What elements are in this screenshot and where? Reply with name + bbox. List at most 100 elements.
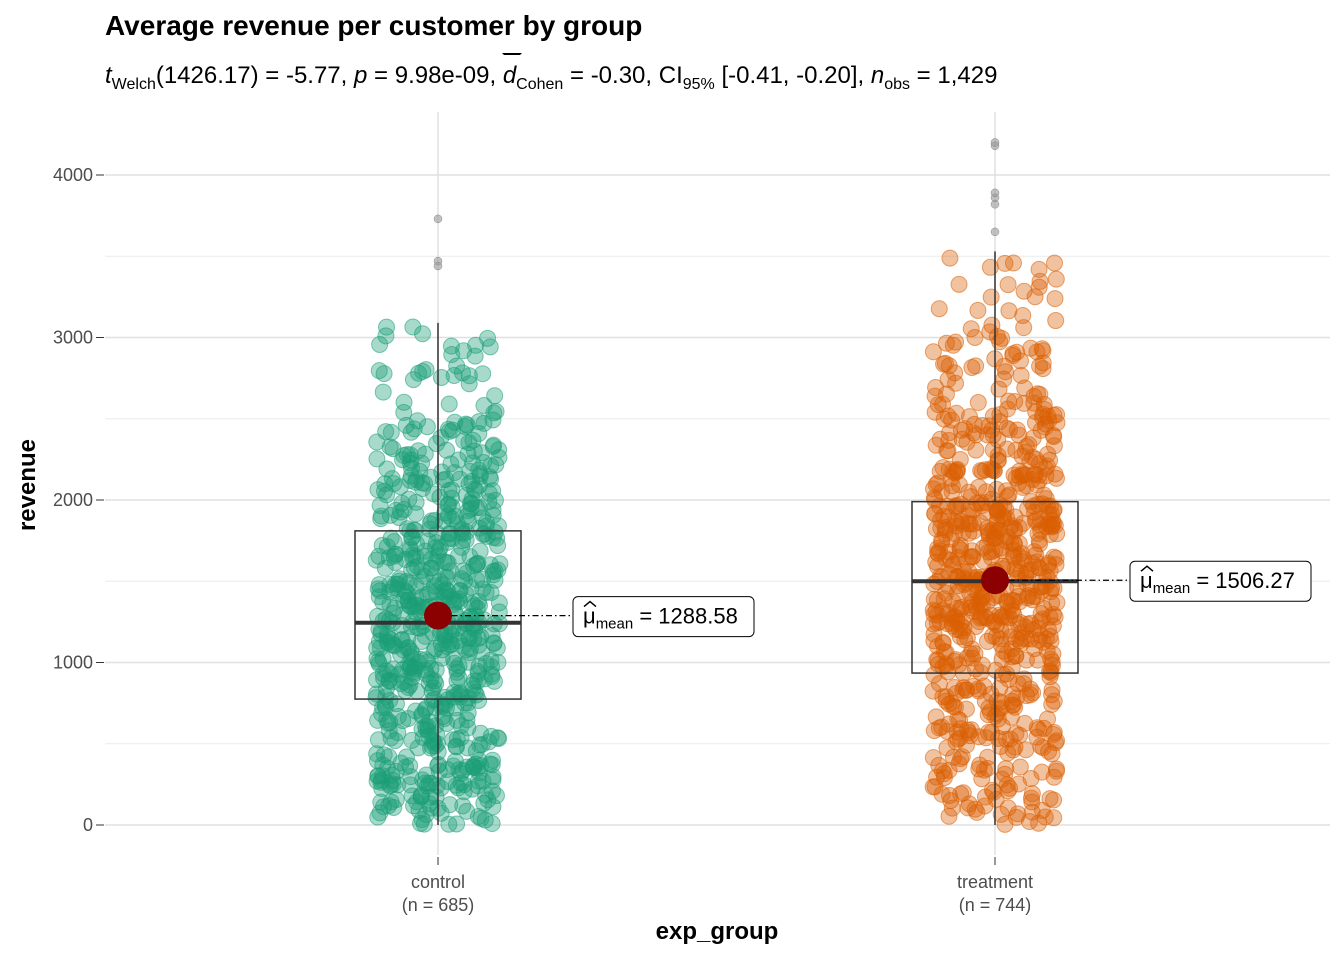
- data-point: [402, 768, 420, 786]
- data-point: [930, 300, 948, 318]
- data-point: [374, 767, 392, 785]
- data-point: [372, 793, 390, 811]
- data-point: [445, 464, 463, 482]
- data-point: [937, 688, 955, 706]
- data-point: [401, 541, 419, 559]
- data-point: [469, 807, 487, 825]
- data-point: [402, 642, 420, 660]
- data-point: [1040, 506, 1058, 524]
- data-point: [1047, 469, 1065, 487]
- data-point: [452, 774, 470, 792]
- data-point: [470, 657, 488, 675]
- data-point: [378, 460, 396, 478]
- data-point: [957, 736, 975, 754]
- data-point: [964, 515, 982, 533]
- data-point: [974, 539, 992, 557]
- data-point: [925, 666, 943, 684]
- data-point: [404, 371, 422, 389]
- data-point: [926, 778, 944, 796]
- d-value: -0.30: [590, 62, 646, 89]
- data-point: [432, 804, 450, 822]
- data-point: [939, 663, 957, 681]
- data-point: [1044, 617, 1062, 635]
- data-point: [1028, 385, 1046, 403]
- data-point: [461, 462, 479, 480]
- data-point: [930, 719, 948, 737]
- data-point: [998, 645, 1016, 663]
- data-point: [998, 440, 1016, 458]
- data-point: [976, 788, 994, 806]
- data-point: [1048, 594, 1066, 612]
- data-point: [370, 362, 388, 380]
- data-point: [975, 761, 993, 779]
- data-point: [1030, 260, 1048, 278]
- data-point: [977, 729, 995, 747]
- data-point: [380, 672, 398, 690]
- data-point: [432, 368, 450, 386]
- data-point: [970, 728, 988, 746]
- data-point: [369, 767, 387, 785]
- x-tick-n-label: (n = 685): [402, 895, 475, 915]
- data-point: [468, 555, 486, 573]
- data-point: [1011, 631, 1029, 649]
- data-point: [488, 639, 506, 657]
- p-value: 9.98e-09: [394, 62, 490, 89]
- data-point: [370, 576, 388, 594]
- data-point: [952, 785, 970, 803]
- data-point: [962, 320, 980, 338]
- data-point: [982, 460, 1000, 478]
- outlier-point: [433, 214, 443, 224]
- data-point: [381, 506, 399, 524]
- data-point: [992, 608, 1010, 626]
- data-point: [967, 441, 985, 459]
- data-point: [489, 517, 507, 535]
- data-point: [927, 520, 945, 538]
- data-point: [1043, 681, 1061, 699]
- data-point: [996, 815, 1014, 833]
- outlier-point: [433, 261, 443, 271]
- ci-label: CI: [658, 62, 683, 89]
- mean-point: [424, 601, 452, 630]
- data-point: [927, 708, 945, 726]
- data-point: [1017, 651, 1035, 669]
- data-point: [486, 571, 504, 589]
- data-point: [470, 636, 488, 654]
- data-point: [976, 608, 994, 626]
- data-point: [455, 783, 473, 801]
- mean-label: μmean = 1506.27: [1140, 568, 1295, 597]
- data-point: [999, 744, 1017, 762]
- data-point: [1025, 503, 1043, 521]
- chart-subtitle: tWelch(1426.17) = -5.77, p = 9.98e-09, d…: [105, 62, 998, 93]
- data-point: [1012, 552, 1030, 570]
- t-value: -5.77: [285, 62, 341, 89]
- n-sub: obs: [884, 76, 911, 93]
- data-point: [998, 776, 1016, 794]
- data-point: [1027, 588, 1045, 606]
- data-point: [427, 717, 445, 735]
- data-point: [947, 404, 965, 422]
- data-point: [991, 406, 1009, 424]
- ci-value: [-0.41, -0.20]: [721, 62, 858, 89]
- data-point: [489, 729, 507, 747]
- data-point: [1041, 668, 1059, 686]
- data-point: [984, 521, 1002, 539]
- n-label: n: [870, 62, 885, 89]
- data-point: [927, 436, 945, 454]
- data-point: [1000, 486, 1018, 504]
- t-sub: Welch: [111, 76, 156, 93]
- y-tick-label: 1000: [53, 653, 93, 673]
- y-axis-label: revenue: [14, 438, 41, 532]
- data-point: [993, 329, 1011, 347]
- data-point: [990, 380, 1008, 398]
- data-point: [408, 557, 426, 575]
- data-point: [1015, 319, 1033, 337]
- data-point: [490, 594, 508, 612]
- data-point: [413, 705, 431, 723]
- data-point: [409, 597, 427, 615]
- data-point: [434, 582, 452, 600]
- data-point: [431, 488, 449, 506]
- data-point: [971, 756, 989, 774]
- data-point: [1028, 728, 1046, 746]
- data-point: [459, 704, 477, 722]
